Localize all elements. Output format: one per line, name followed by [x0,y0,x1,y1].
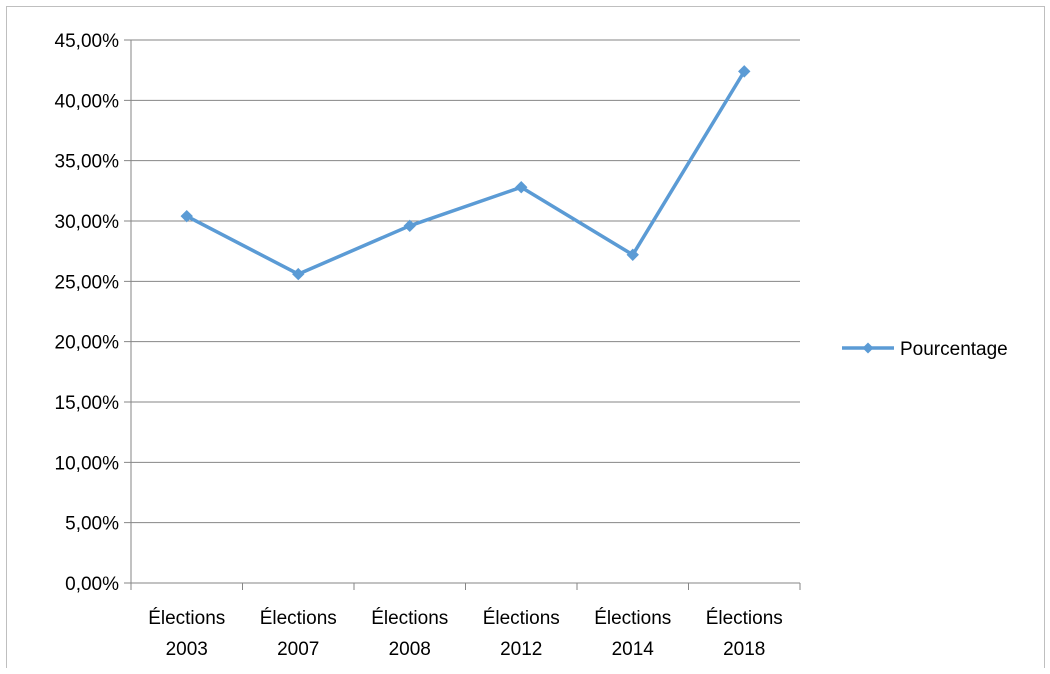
series-line [185,70,746,276]
legend-label: Pourcentage [900,339,1008,360]
x-tick-label: Élections [483,608,560,629]
x-tick-label: Élections [706,608,783,629]
x-tick-label: 2014 [612,639,655,660]
y-axis-tick-labels: 0,00% 5,00% 10,00% 15,00% 20,00% 25,00% 30,00%… [55,31,120,595]
y-tick-label: 5,00% [65,514,119,535]
y-tick-label: 15,00% [55,393,120,414]
x-tick-label: 2018 [723,639,765,660]
axes [124,40,801,590]
y-tick-label: 30,00% [55,212,120,233]
x-tick-label: 2003 [166,639,208,660]
legend-marker [862,342,874,354]
x-tick-label: Élections [148,608,225,629]
data-point-marker [403,219,416,233]
chart-frame [6,6,1045,668]
x-axis-tick-labels: Élections 2003 Élections 2007 Élections 2008 É… [148,608,783,660]
x-tick-label: 2008 [389,639,431,660]
y-tick-label: 40,00% [55,91,120,112]
y-tick-label: 45,00% [55,31,120,52]
y-tick-label: 0,00% [65,574,119,595]
series-lines [180,65,751,281]
data-point-marker [738,65,751,78]
x-tick-label: 2012 [500,639,542,660]
x-tick-label: Élections [260,608,337,629]
gridlines [124,39,800,524]
x-tick-label: Élections [594,608,671,629]
x-tick-label: 2007 [277,639,319,660]
y-tick-label: 10,00% [55,453,120,474]
data-point-marker [515,181,528,194]
x-tick-label: Élections [371,608,448,629]
y-tick-label: 35,00% [55,152,120,173]
y-tick-label: 20,00% [55,333,120,354]
legend: Pourcentage [842,339,1008,360]
y-tick-label: 25,00% [55,272,120,293]
data-point-marker [626,248,639,261]
data-point-marker [180,209,193,223]
data-point-marker [292,267,305,281]
